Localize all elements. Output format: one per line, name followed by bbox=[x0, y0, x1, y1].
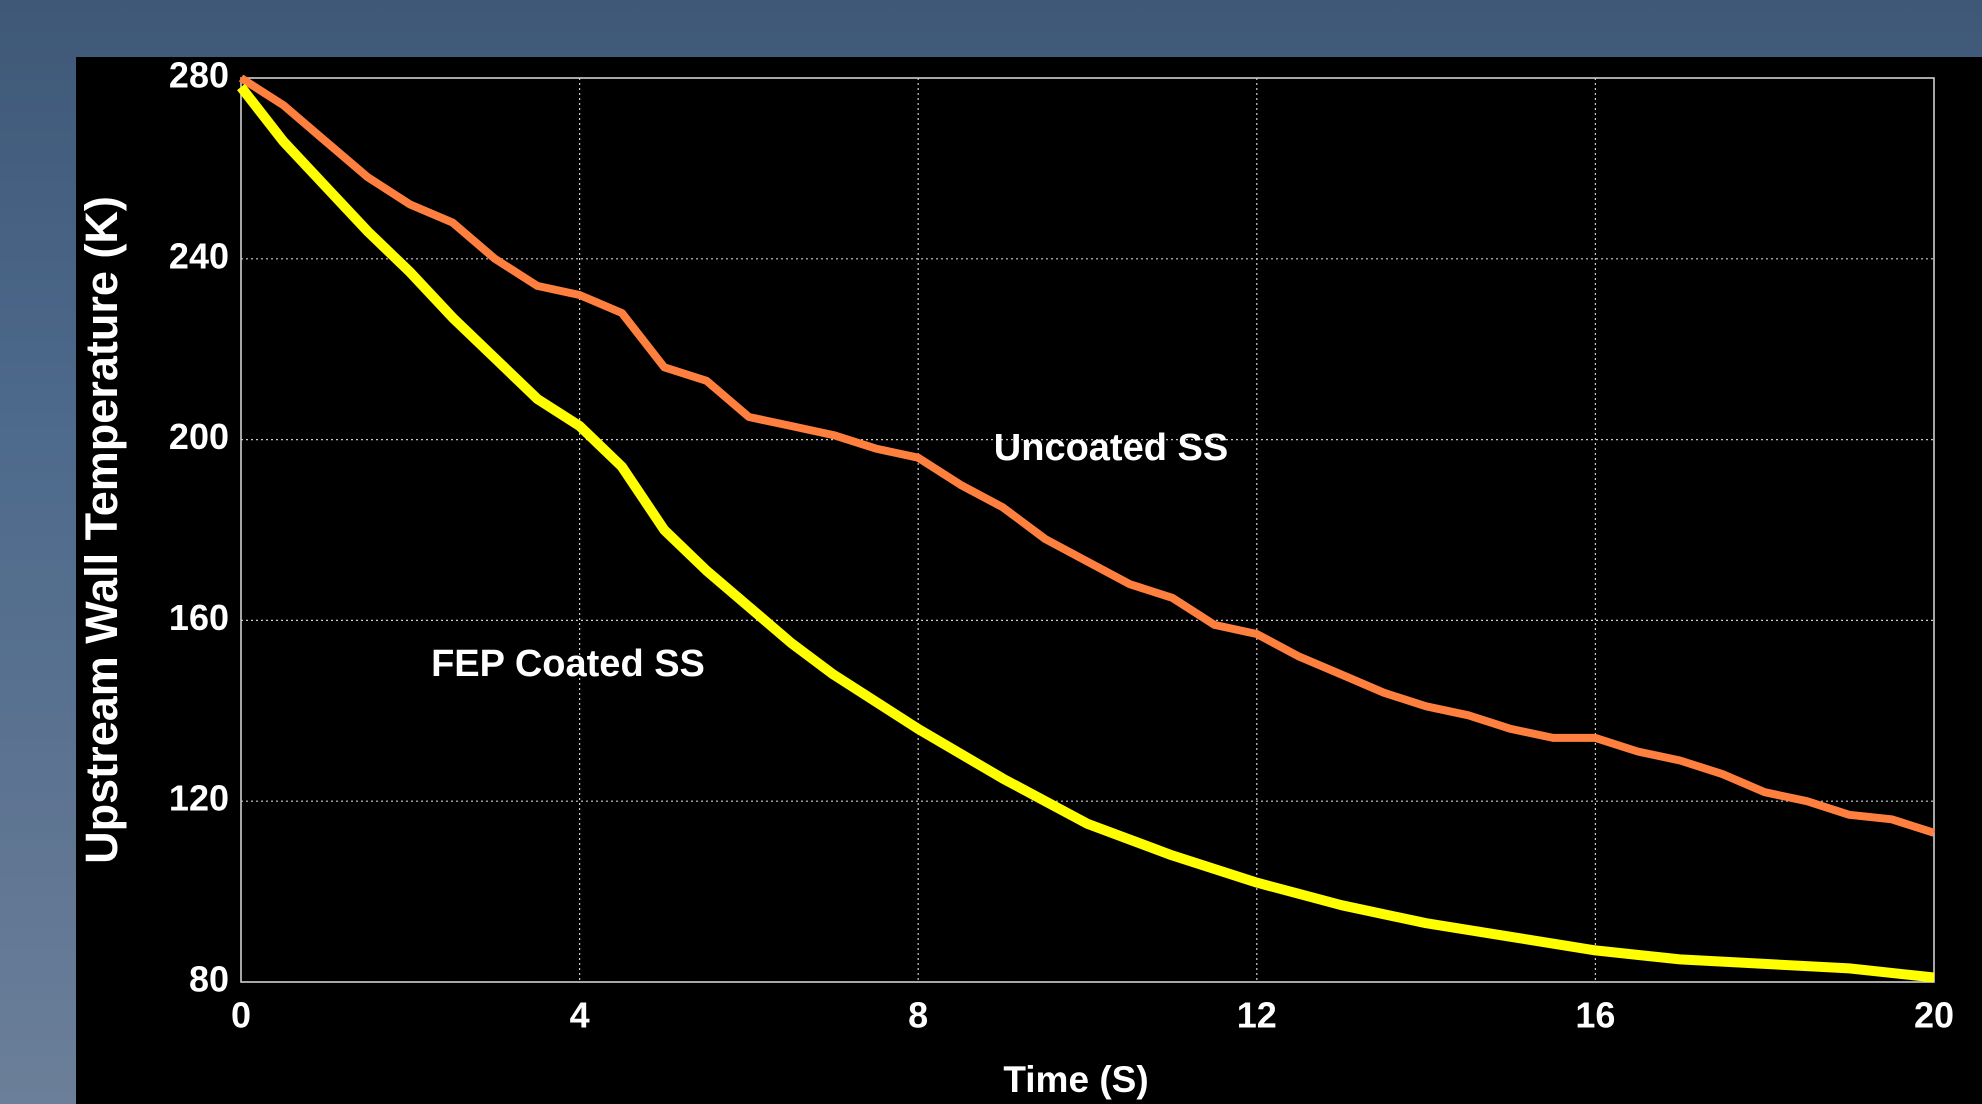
y-tick-label: 240 bbox=[169, 235, 229, 276]
y-axis-label: Upstream Wall Temperature (K) bbox=[76, 196, 127, 864]
x-tick-label: 4 bbox=[570, 995, 590, 1036]
chart-panel bbox=[76, 57, 1982, 1104]
x-axis-label: Time (S) bbox=[1003, 1059, 1148, 1100]
x-tick-label: 20 bbox=[1914, 995, 1954, 1036]
y-tick-label: 200 bbox=[169, 416, 229, 457]
y-tick-label: 80 bbox=[189, 959, 229, 1000]
series-label: FEP Coated SS bbox=[431, 643, 705, 685]
data-line bbox=[238, 74, 1936, 837]
x-tick-label: 16 bbox=[1575, 995, 1615, 1036]
y-tick-label: 280 bbox=[169, 55, 229, 96]
data-line bbox=[237, 83, 1935, 983]
x-tick-label: 0 bbox=[231, 995, 251, 1036]
x-tick-label: 12 bbox=[1237, 995, 1277, 1036]
x-tick-label: 8 bbox=[908, 995, 928, 1036]
series-label: Uncoated SS bbox=[994, 427, 1228, 469]
y-tick-label: 160 bbox=[169, 597, 229, 638]
y-tick-label: 120 bbox=[169, 778, 229, 819]
